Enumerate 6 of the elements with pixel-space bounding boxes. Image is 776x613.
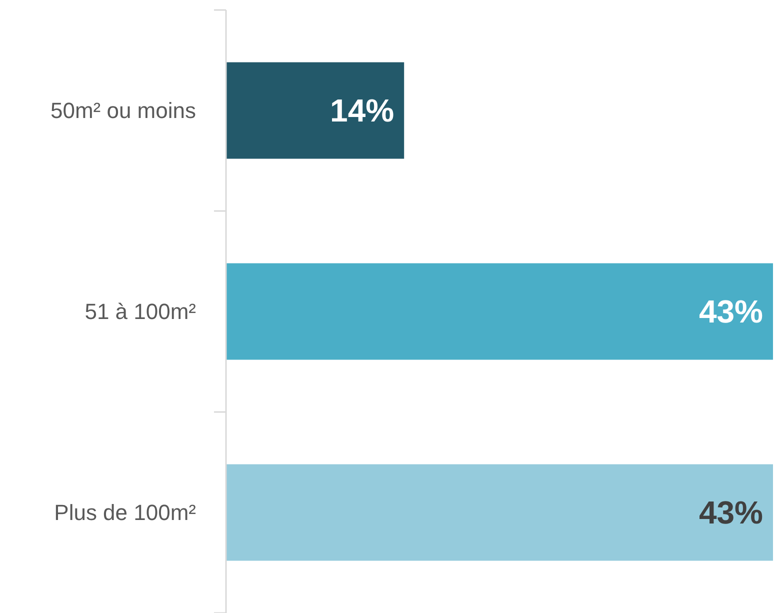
y-tick-label: 51 à 100m² xyxy=(84,299,196,324)
y-tick-label: 50m² ou moins xyxy=(50,98,196,124)
y-tick-label: Plus de 100m² xyxy=(54,500,196,526)
data-label: 43% xyxy=(698,494,763,531)
data-label: 14% xyxy=(330,92,394,129)
data-label: 43% xyxy=(698,294,763,330)
